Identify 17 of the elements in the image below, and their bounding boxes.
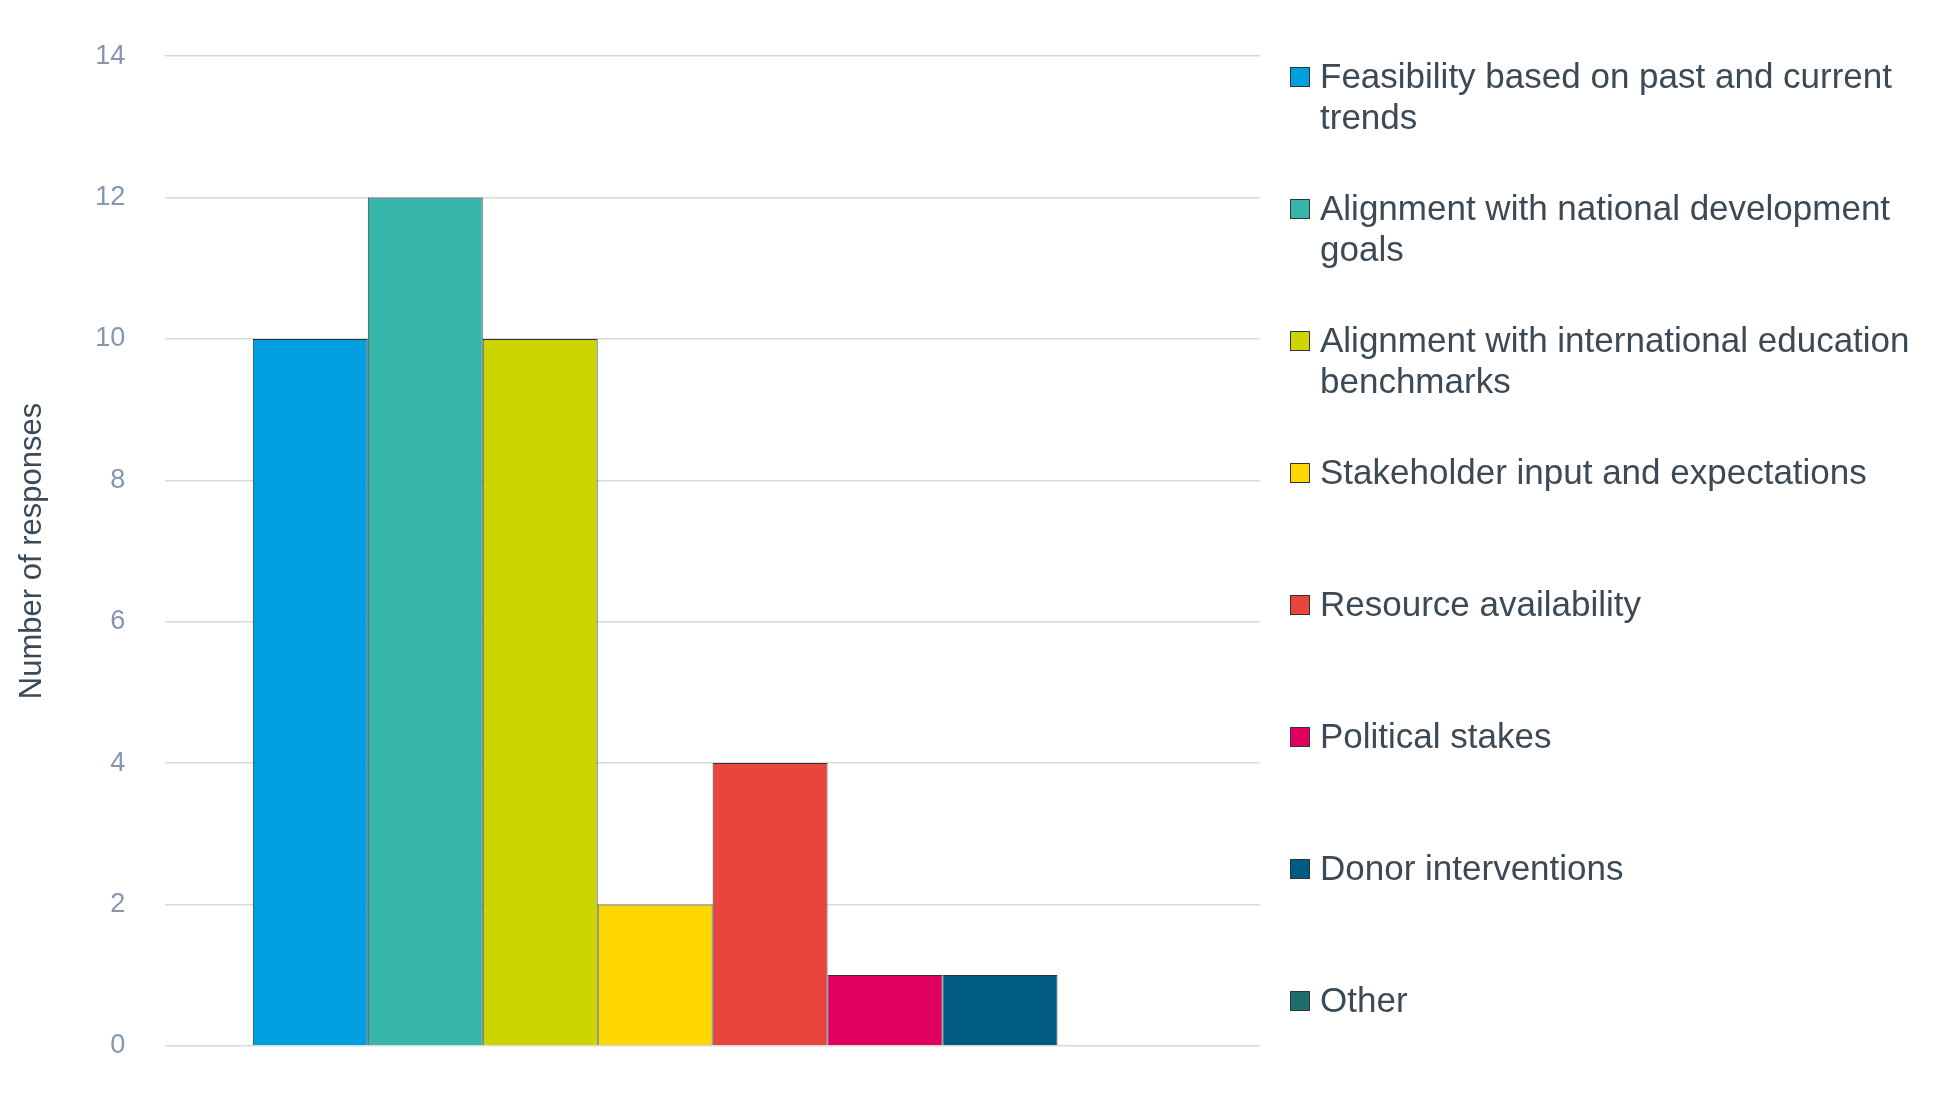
- legend-label: Alignment with national development goals: [1320, 187, 1892, 269]
- y-tick-label: 6: [110, 605, 126, 636]
- legend-label: Alignment with international education benchmarks: [1320, 319, 1911, 401]
- legend-label: Political stakes: [1320, 715, 1552, 756]
- y-tick-label: 14: [95, 39, 126, 70]
- y-tick-label: 8: [110, 463, 126, 494]
- legend-label: Stakeholder input and expectations: [1320, 451, 1867, 492]
- legend-label: Feasibility based on past and current trends: [1320, 55, 1893, 137]
- y-tick-label: 10: [95, 322, 126, 353]
- legend-label: Resource availability: [1320, 583, 1641, 624]
- y-tick-label: 2: [110, 887, 126, 918]
- legend-label: Other: [1320, 979, 1408, 1020]
- y-tick-label: 0: [110, 1029, 126, 1060]
- y-axis-title: Number of responses: [13, 402, 49, 700]
- y-tick-label: 4: [110, 746, 126, 777]
- legend-label: Donor interventions: [1320, 847, 1624, 888]
- y-tick-label: 12: [95, 181, 126, 212]
